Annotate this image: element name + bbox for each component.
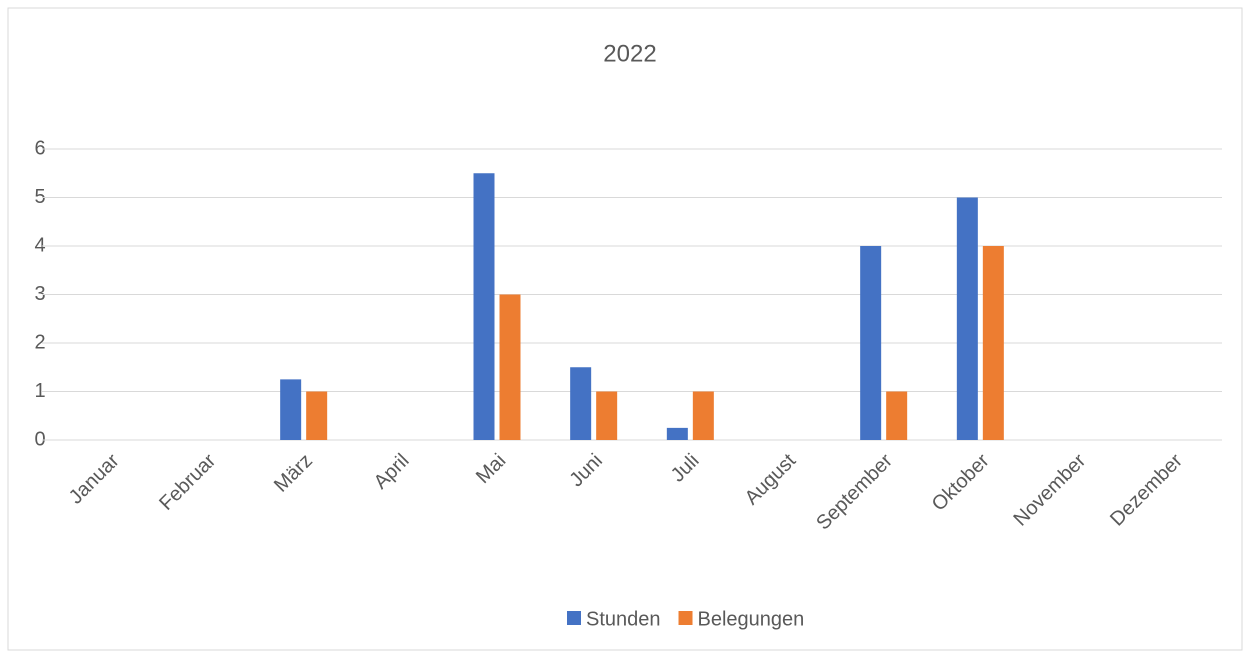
bar (692, 391, 714, 440)
bar (570, 367, 592, 440)
bar (666, 427, 688, 440)
bar (499, 294, 521, 440)
y-tick-label: 4 (34, 234, 45, 256)
y-tick-label: 6 (34, 137, 45, 159)
bar (956, 197, 978, 440)
bar (982, 246, 1004, 440)
bar (306, 391, 328, 440)
y-tick-label: 0 (34, 428, 45, 450)
bar (473, 173, 495, 440)
legend-label: Stunden (586, 608, 661, 630)
chart-title: 2022 (603, 40, 656, 67)
legend-swatch (678, 611, 693, 625)
legend-swatch (567, 611, 581, 625)
bar (596, 391, 618, 440)
y-tick-label: 2 (34, 331, 45, 353)
bar (886, 391, 908, 440)
y-tick-label: 5 (34, 186, 45, 208)
bar (280, 379, 302, 440)
bar (860, 246, 882, 440)
chart-border (7, 7, 1243, 651)
y-tick-label: 3 (34, 283, 45, 305)
legend-label: Belegungen (698, 608, 805, 630)
y-tick-label: 1 (34, 380, 45, 402)
